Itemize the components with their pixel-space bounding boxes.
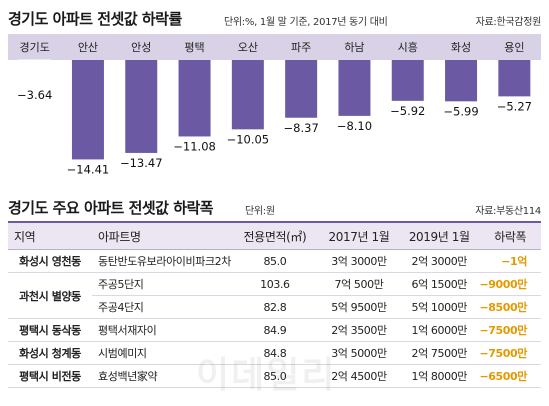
cell-area: 84.9 — [231, 318, 319, 342]
data-label: −8.37 — [284, 121, 319, 135]
table-row: 평택시 동삭동 평택서재자이 84.9 2억 3500만 1억 6000만 −7… — [8, 318, 541, 342]
cell-2017: 3억 5000만 — [318, 341, 400, 365]
bar — [391, 60, 424, 101]
cell-region: 평택시 비전동 — [8, 364, 93, 388]
table-header-row: 지역 아파트명 전용면적(㎡) 2017년 1월 2019년 1월 하락폭 — [8, 221, 541, 250]
data-label: −5.99 — [443, 104, 478, 118]
cell-area: 103.6 — [231, 272, 319, 296]
bar — [285, 60, 318, 118]
table-source: 자료:부동산114 — [475, 206, 541, 217]
cell-apartment: 효성백년家약 — [92, 364, 232, 388]
x-tick-label: 평택 — [184, 41, 204, 54]
bar — [178, 60, 211, 137]
x-tick-label: 경기도 — [19, 41, 49, 54]
cell-2017: 3억 3000만 — [318, 249, 400, 273]
cell-2017: 2억 3500만 — [318, 318, 400, 342]
cell-2019: 2억 3000만 — [399, 249, 480, 273]
cell-drop: −8500만 — [479, 295, 541, 319]
data-label: −5.92 — [390, 104, 425, 118]
cell-apartment: 동탄반도유보라아이비파크2차 — [92, 249, 231, 273]
x-tick-label: 시흥 — [398, 40, 418, 54]
cell-2019: 1억 6000만 — [399, 318, 480, 342]
header-drop: 하락폭 — [479, 221, 541, 250]
cell-region: 화성시 영천동 — [8, 249, 93, 273]
cell-area: 85.0 — [231, 364, 319, 388]
cell-area: 85.0 — [231, 249, 319, 273]
header-area: 전용면적(㎡) — [231, 221, 319, 250]
header-apartment: 아파트명 — [92, 221, 232, 250]
chart-source: 자료:한국감정원 — [475, 17, 542, 28]
table-row: 화성시 청계동 시범예미지 84.8 3억 5000만 2억 7500만 −75… — [8, 341, 541, 365]
cell-drop: −9000만 — [479, 272, 541, 296]
table-row: 화성시 영천동 동탄반도유보라아이비파크2차 85.0 3억 3000만 2억 … — [8, 249, 541, 273]
cell-area: 82.8 — [231, 295, 319, 319]
cell-2019: 6억 1500만 — [399, 272, 480, 296]
bar — [231, 60, 264, 130]
cell-apartment: 주공5단지 — [92, 272, 232, 296]
bar — [338, 60, 371, 116]
category-band — [8, 34, 541, 60]
x-tick-label: 파주 — [291, 41, 311, 54]
data-label: −13.47 — [120, 156, 163, 170]
bar — [18, 59, 52, 86]
cell-apartment: 평택서재자이 — [92, 318, 232, 342]
data-label: −3.64 — [17, 88, 52, 102]
cell-region: 과천시 별양동 — [8, 272, 93, 319]
data-label: −8.10 — [337, 119, 372, 133]
x-tick-label: 용인 — [504, 41, 524, 54]
data-label: −5.27 — [497, 99, 532, 113]
cell-2019: 2억 7500만 — [399, 341, 480, 365]
bar — [445, 60, 478, 102]
header-2017-jan: 2017년 1월 — [318, 221, 400, 250]
cell-2017: 2억 4500만 — [318, 364, 400, 388]
bar — [498, 60, 531, 97]
data-label: −10.05 — [227, 132, 270, 146]
bar — [125, 60, 158, 153]
price-drop-table: 지역 아파트명 전용면적(㎡) 2017년 1월 2019년 1월 하락폭 화성… — [8, 221, 541, 388]
x-tick-label: 하남 — [344, 40, 364, 54]
cell-apartment: 주공4단지 — [92, 295, 232, 319]
chart-title: 경기도 아파트 전셋값 하락률 — [8, 10, 182, 28]
cell-drop: −6500만 — [479, 364, 541, 388]
x-tick-label: 안성 — [131, 41, 151, 54]
cell-2017: 5억 9500만 — [318, 295, 400, 319]
decline-rate-bar-chart: 경기도 −3.64 안산 −14.41 안성 −13.47 평택 −11.08 오산 −10.05… — [8, 34, 541, 176]
table-row: 과천시 별양동 주공5단지 103.6 7억 500만 6억 1500만 −90… — [8, 272, 541, 319]
cell-2019: 1억 8000만 — [399, 364, 480, 388]
x-tick-label: 화성 — [451, 41, 471, 54]
chart-unit-note: 단위:%, 1월 말 기준, 2017년 동기 대비 — [224, 17, 388, 28]
table-row: 평택시 비전동 효성백년家약 85.0 2억 4500만 1억 8000만 −6… — [8, 364, 541, 388]
cell-2017: 7억 500만 — [318, 272, 400, 296]
watermark: 이데일리 — [196, 355, 337, 396]
table-row: 주공4단지 82.8 5억 9500만 5억 1000만 −8500만 — [8, 295, 541, 319]
data-label: −11.08 — [173, 139, 216, 153]
cell-region: 화성시 청계동 — [8, 341, 93, 365]
cell-drop: −7500만 — [479, 318, 541, 342]
cell-drop: −1억 — [479, 249, 541, 273]
data-label: −14.41 — [67, 162, 110, 176]
cell-region: 평택시 동삭동 — [8, 318, 93, 342]
table-unit-note: 단위:원 — [245, 206, 275, 217]
x-tick-label: 오산 — [238, 41, 258, 54]
cell-drop: −7500만 — [479, 341, 541, 365]
x-tick-label: 안산 — [78, 41, 98, 54]
header-region: 지역 — [8, 221, 93, 250]
cell-2019: 5억 1000만 — [399, 295, 480, 319]
header-2019-jan: 2019년 1월 — [399, 221, 480, 250]
cell-apartment: 시범예미지 — [92, 341, 232, 365]
bar — [71, 60, 104, 160]
table-title: 경기도 주요 아파트 전셋값 하락폭 — [8, 199, 214, 217]
cell-area: 84.8 — [231, 341, 319, 365]
